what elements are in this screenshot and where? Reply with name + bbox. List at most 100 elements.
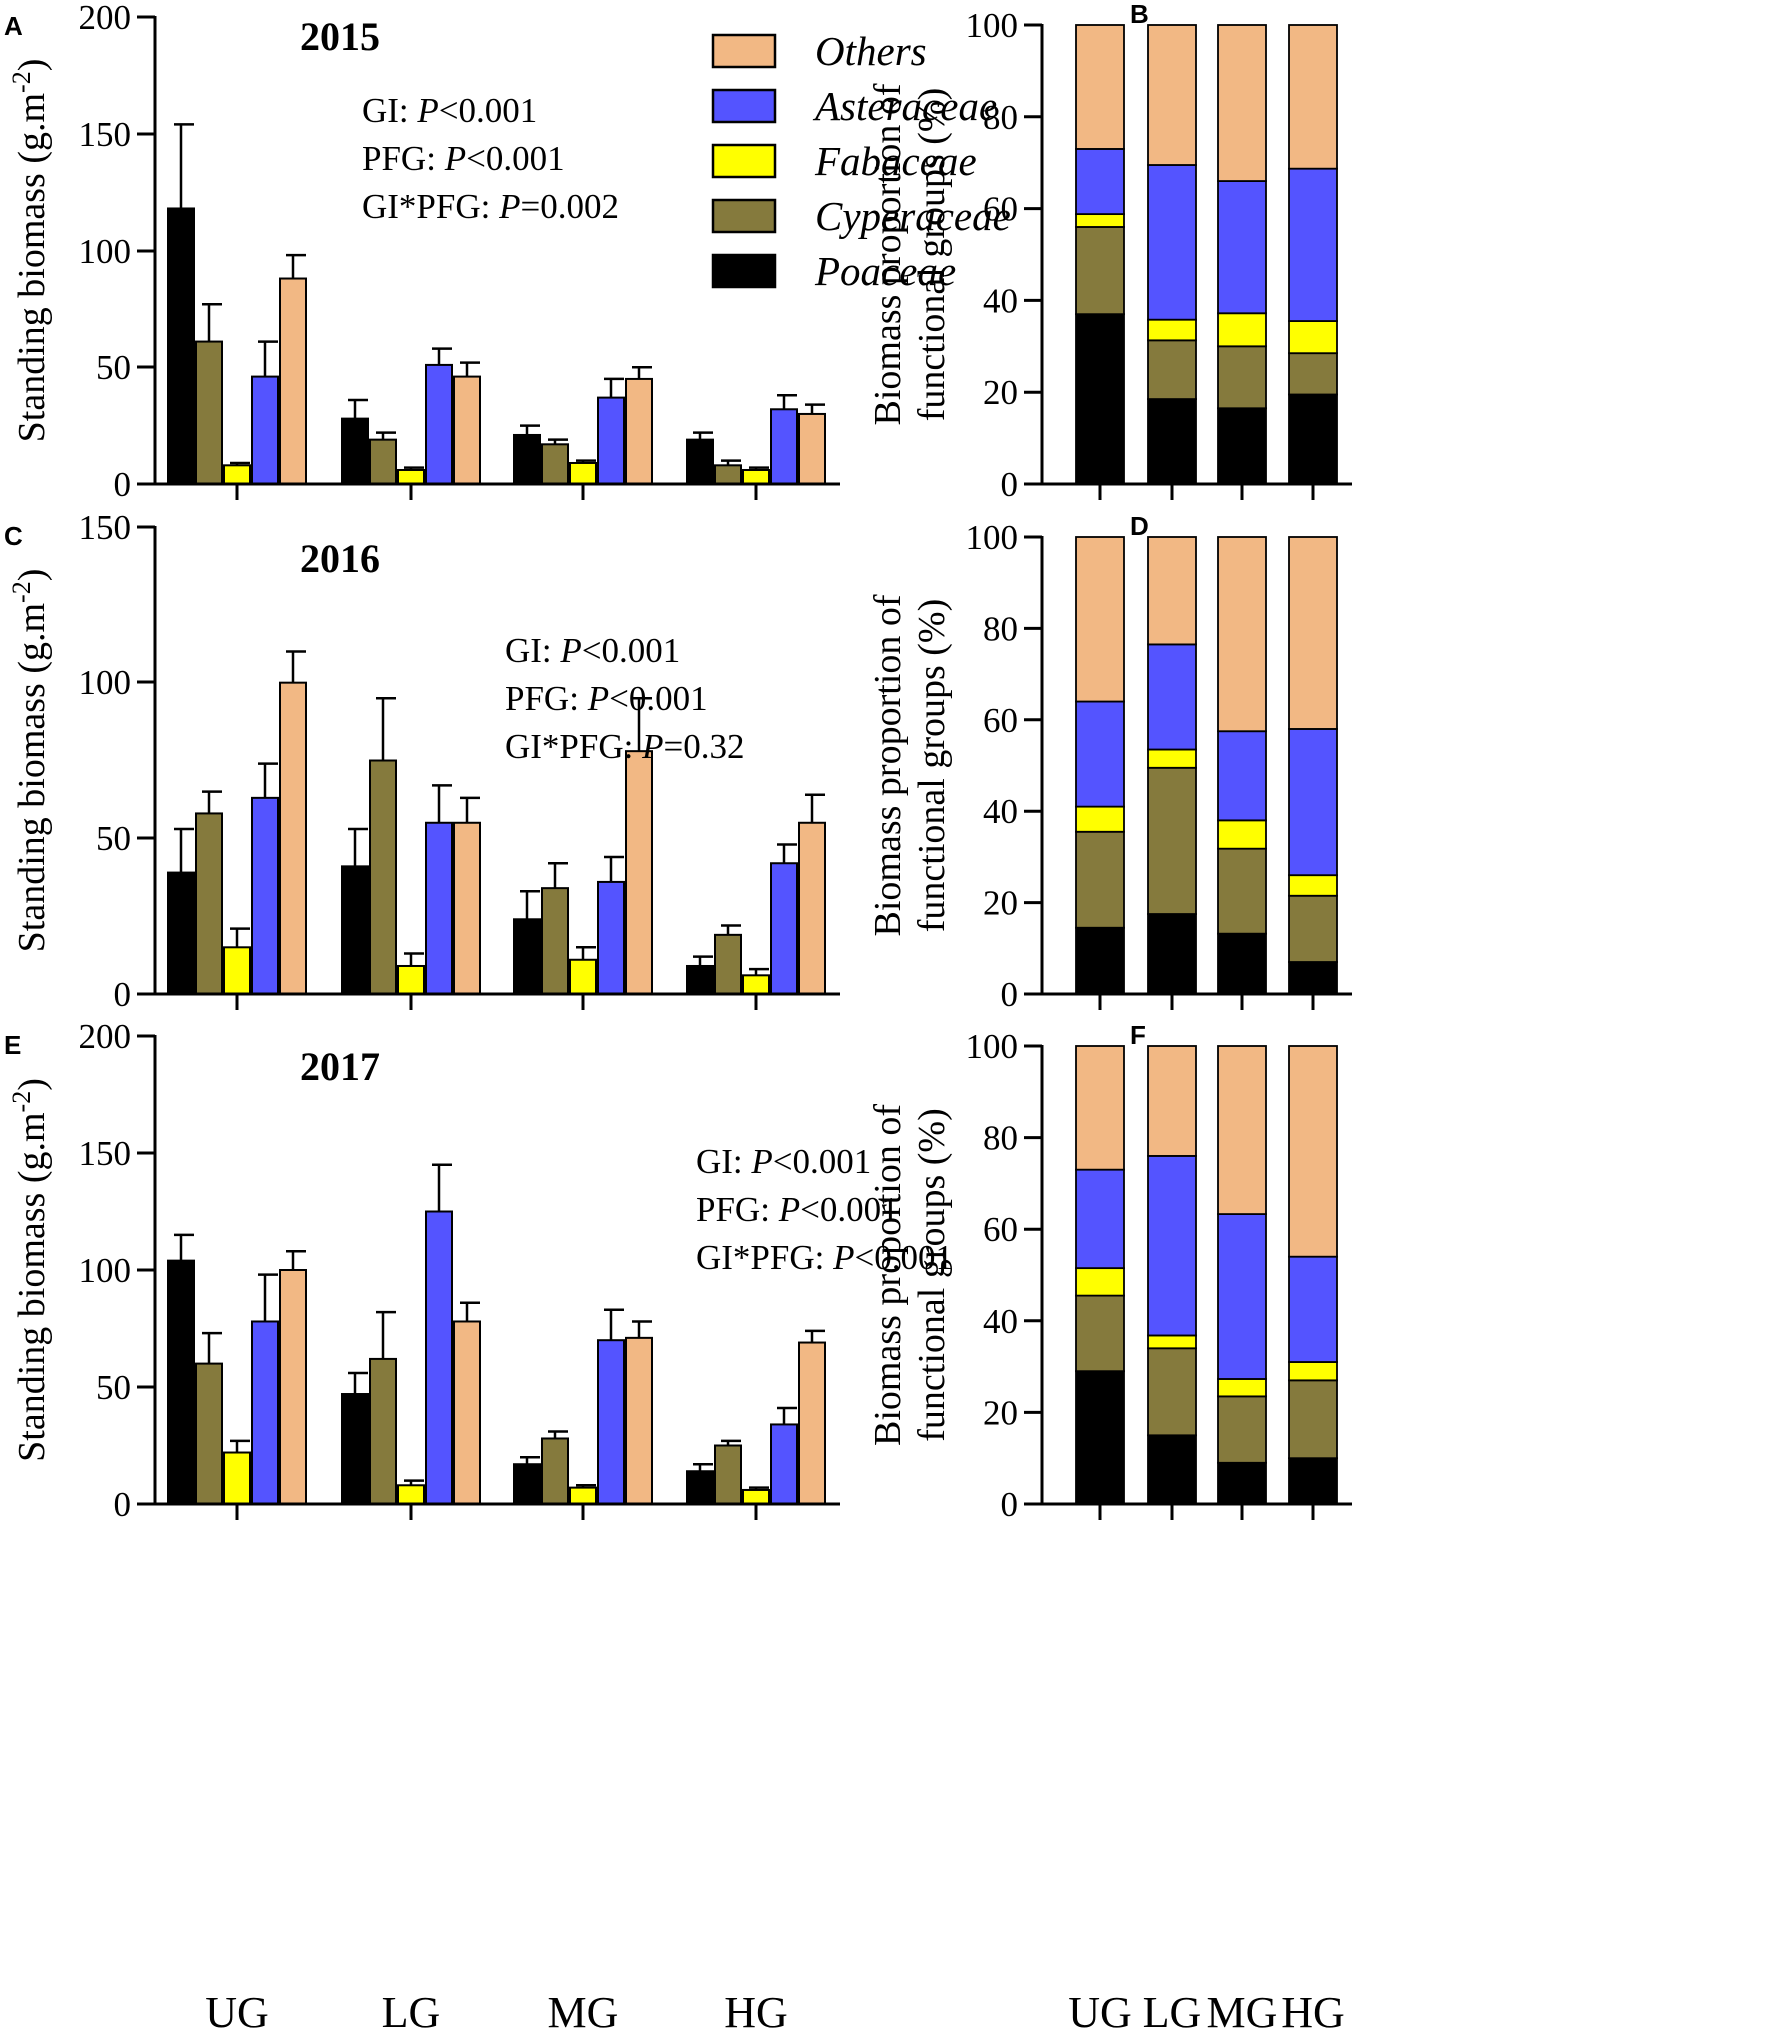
y-tick-label: 0 [1001, 465, 1019, 504]
panel-B: B 0 20 40 60 80 100 Biomass proportion of functi… [867, 0, 1352, 504]
stack-segment-others [1217, 24, 1267, 182]
stack-segment-others [1147, 536, 1197, 646]
legend-label: Fabaceae [814, 138, 977, 184]
stack-segment-others [1147, 24, 1197, 166]
legend-swatch-poaceae [711, 253, 777, 289]
stack-segment-fabaceae [1217, 312, 1267, 348]
bar-cyperaceae [714, 1444, 742, 1505]
stack-segment-fabaceae [1288, 1361, 1338, 1382]
stack-segment-others [1075, 536, 1125, 703]
stack-segment-others [1075, 1045, 1125, 1171]
stack-segment-fabaceae [1217, 1378, 1267, 1398]
stack-segment-fabaceae [1217, 819, 1267, 850]
stack-segment-cyperaceae [1147, 339, 1197, 400]
bar-fabaceae [223, 946, 251, 995]
stack-segment-asteraceae [1288, 167, 1338, 322]
stack-segment-poaceae [1075, 313, 1125, 485]
bar-poaceae [167, 207, 195, 485]
stat-line: GI*PFG: P=0.32 [505, 727, 745, 766]
y-tick-label: 100 [79, 1251, 132, 1290]
stack-segment-others [1075, 24, 1125, 150]
bar-others [279, 681, 307, 996]
bar-fabaceae [397, 468, 425, 485]
y-axis-label: Biomass proportion of [867, 83, 909, 425]
panel-letter: A [4, 11, 23, 41]
bar-cyperaceae [195, 1362, 223, 1505]
bar-cyperaceae [714, 464, 742, 486]
stack-segment-poaceae [1147, 1434, 1197, 1505]
stack-segment-others [1288, 1045, 1338, 1258]
panel-D: D 0 20 40 60 80 100 Biomass proportion of functi… [867, 511, 1352, 1014]
stack-segment-poaceae [1288, 1457, 1338, 1505]
stack-segment-asteraceae [1217, 730, 1267, 822]
bar-fabaceae [742, 974, 770, 996]
bar-cyperaceae [541, 887, 569, 995]
stack-segment-asteraceae [1075, 700, 1125, 808]
y-axis-label: Standing biomass (g.m-2) [7, 569, 53, 953]
legend-label: Others [815, 28, 927, 74]
bar-poaceae [167, 871, 195, 996]
y-tick-label: 50 [96, 348, 131, 387]
y-tick-label: 100 [966, 1027, 1019, 1066]
legend-swatch-cyperaceae [711, 198, 777, 234]
y-axis-label: Biomass proportion of [867, 594, 909, 936]
y-tick-label: 150 [79, 115, 132, 154]
y-tick-label: 0 [114, 1485, 132, 1524]
bar-fabaceae [742, 468, 770, 485]
stack-segment-asteraceae [1147, 164, 1197, 321]
bar-asteraceae [425, 821, 453, 995]
legend-swatch-fabaceae [711, 143, 777, 179]
legend-label: Cyperaceae [815, 193, 1011, 239]
y-tick-label: 80 [983, 98, 1018, 137]
stat-line: GI: P<0.001 [362, 91, 537, 130]
bar-others [625, 1336, 653, 1505]
legend-label: Poaceae [814, 248, 956, 294]
bar-poaceae [686, 1470, 714, 1505]
stack-segment-cyperaceae [1288, 352, 1338, 396]
stack-segment-cyperaceae [1217, 345, 1267, 410]
bar-fabaceae [223, 1451, 251, 1506]
y-tick-label: 60 [983, 190, 1018, 229]
y-tick-label: 150 [79, 508, 132, 547]
y-tick-label: 0 [114, 465, 132, 504]
bar-poaceae [686, 964, 714, 995]
bar-asteraceae [597, 396, 625, 486]
stack-segment-others [1147, 1045, 1197, 1157]
x-tick-label: HG [1281, 1988, 1345, 2037]
stack-segment-fabaceae [1075, 805, 1125, 833]
stack-segment-cyperaceae [1217, 847, 1267, 935]
stack-segment-poaceae [1288, 961, 1338, 995]
stack-segment-poaceae [1147, 398, 1197, 485]
x-tick-label: UG [1068, 1988, 1132, 2037]
bar-poaceae [341, 865, 369, 995]
panel-letter: C [4, 521, 23, 551]
bar-fabaceae [397, 1484, 425, 1506]
bar-poaceae [513, 433, 541, 485]
panel-A: A 0 50 100 150 200 Standing biomass (g.m-2) 201… [4, 0, 840, 504]
stack-segment-asteraceae [1217, 180, 1267, 315]
stack-segment-asteraceae [1075, 148, 1125, 216]
x-tick-label: HG [724, 1988, 788, 2037]
stat-line: PFG: P<0.001 [696, 1190, 899, 1229]
bar-asteraceae [251, 375, 279, 485]
bar-asteraceae [770, 408, 798, 485]
stack-segment-cyperaceae [1075, 830, 1125, 929]
stack-segment-asteraceae [1075, 1168, 1125, 1270]
panel-F: F 0 20 40 60 80 100 Biomass proportion of functi… [867, 1020, 1352, 2037]
stack-segment-others [1217, 1045, 1267, 1215]
legend-label: Asteraceae [812, 83, 997, 129]
stack-segment-cyperaceae [1288, 894, 1338, 963]
legend: Others Asteraceae Fabaceae Cyperaceae Poacea… [711, 28, 1011, 294]
bar-poaceae [341, 1393, 369, 1506]
stack-segment-cyperaceae [1147, 1347, 1197, 1437]
stack-segment-fabaceae [1147, 318, 1197, 342]
stat-line: GI: P<0.001 [696, 1142, 871, 1181]
bar-cyperaceae [714, 933, 742, 996]
stack-segment-fabaceae [1075, 1267, 1125, 1297]
bar-fabaceae [569, 461, 597, 485]
stack-segment-cyperaceae [1075, 1294, 1125, 1373]
bar-others [625, 377, 653, 485]
stack-segment-asteraceae [1147, 643, 1197, 751]
legend-swatch-asteraceae [711, 88, 777, 124]
bar-fabaceae [742, 1488, 770, 1505]
